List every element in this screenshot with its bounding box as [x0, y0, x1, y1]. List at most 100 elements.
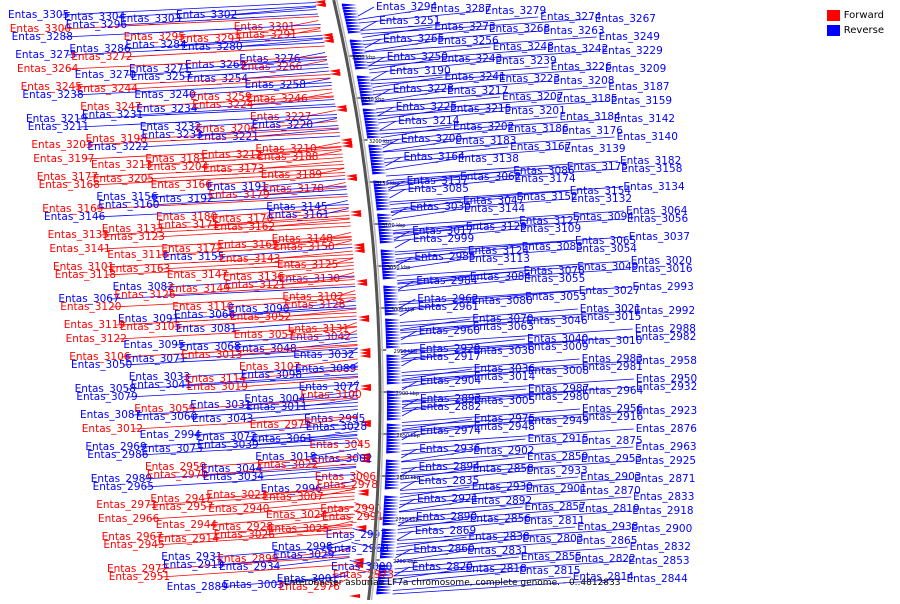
gene-label-left: Entas_3284 — [125, 39, 187, 51]
reverse-gene — [387, 373, 402, 376]
gene-label-right: Entas_3132 — [571, 193, 632, 205]
gene-label-right: Entas_2853 — [628, 555, 689, 567]
reverse-gene — [384, 295, 399, 298]
scale-label: 3300 kbp — [352, 55, 376, 61]
gene-label-right: Entas_2982 — [635, 331, 696, 343]
reverse-gene — [385, 322, 400, 325]
reverse-gene — [360, 91, 375, 94]
reverse-gene — [387, 376, 402, 379]
forward-gene — [350, 213, 361, 217]
gene-label-right: Entas_3268 — [489, 23, 550, 35]
reverse-gene — [369, 148, 384, 151]
gene-label-right: Entas_3037 — [629, 231, 690, 243]
gene-label-left: Entas_2945 — [103, 539, 164, 551]
gene-label-left: Entas_3135 — [48, 229, 109, 241]
gene-label-left: Entas_2966 — [98, 513, 160, 525]
gene-label-right: Entas_3046 — [526, 315, 588, 327]
gene-label-right: Entas_2953 — [581, 453, 642, 465]
gene-label-right: Entas_3217 — [447, 85, 508, 97]
reverse-gene — [359, 85, 374, 88]
gene-label-right: Entas_2916 — [582, 411, 644, 423]
reverse-gene — [364, 118, 379, 121]
reverse-gene — [387, 412, 402, 415]
gene-label-right: Entas_2958 — [636, 355, 697, 367]
gene-label-right: Entas_3226 — [551, 61, 613, 73]
gene-label-left: Entas_3270 — [75, 69, 136, 81]
gene-label-left: Entas_3211 — [28, 121, 89, 133]
gene-label-right: Entas_2833 — [633, 491, 694, 503]
reverse-gene — [381, 250, 396, 253]
reverse-gene — [380, 241, 395, 244]
gene-label-right: Entas_2980 — [528, 391, 589, 403]
reverse-gene — [378, 217, 393, 220]
gene-label-right: Entas_3142 — [614, 113, 675, 125]
gene-label-right: Entas_3208 — [553, 75, 614, 87]
gene-label-left: Entas_3050 — [71, 359, 132, 371]
reverse-gene — [387, 367, 402, 370]
reverse-gene — [383, 511, 398, 514]
gene-label-left: Entas_3023 — [206, 489, 267, 501]
reverse-gene — [365, 121, 380, 124]
legend-reverse: Reverse — [827, 23, 884, 38]
reverse-gene — [377, 214, 392, 217]
reverse-gene — [347, 28, 362, 31]
reverse-gene — [364, 115, 379, 118]
reverse-gene — [386, 328, 401, 331]
gene-label-left: Entas_3024 — [266, 509, 328, 521]
gene-label-right: Entas_3207 — [502, 91, 563, 103]
gene-label-left: Entas_2889 — [167, 581, 228, 593]
gene-label-left: Entas_3222 — [87, 141, 148, 153]
gene-label-right: Entas_2865 — [576, 535, 637, 547]
gene-label-left: Entas_3095 — [123, 339, 184, 351]
gene-label-left: Entas_3168 — [39, 179, 100, 191]
reverse-gene — [369, 151, 384, 154]
reverse-gene — [387, 427, 402, 430]
gene-label-left: Entas_2970 — [147, 469, 208, 481]
reverse-gene — [386, 451, 401, 454]
gene-label-left: Entas_3296 — [66, 19, 128, 31]
reverse-gene — [367, 133, 382, 136]
gene-label-left: Entas_3272 — [71, 51, 132, 63]
reverse-gene — [346, 22, 361, 25]
gene-label-left: Entas_3034 — [203, 471, 265, 483]
reverse-gene — [386, 460, 401, 463]
reverse-gene — [379, 235, 394, 238]
reverse-gene — [350, 40, 365, 43]
gene-label-right: Entas_2915 — [528, 433, 589, 445]
gene-label-right: Entas_2963 — [635, 441, 696, 453]
reverse-gene — [384, 508, 399, 511]
reverse-gene — [381, 256, 396, 259]
gene-label-right: Entas_3138 — [458, 153, 519, 165]
gene-label-right: Entas_3152 — [517, 191, 578, 203]
gene-label-right: Entas_3184 — [560, 111, 622, 123]
reverse-gene — [387, 403, 402, 406]
gene-label-right: Entas_2993 — [633, 281, 694, 293]
reverse-gene — [371, 166, 386, 169]
gene-label-left: Entas_3121 — [225, 279, 286, 291]
gene-label-left: Entas_2986 — [87, 449, 149, 461]
gene-label-right: Entas_2875 — [581, 435, 642, 447]
gene-label-right: Entas_2894 — [419, 461, 481, 473]
forward-gene — [349, 594, 360, 598]
gene-label-left: Entas_2968 — [327, 543, 388, 555]
gene-label-left: Entas_2957 — [152, 501, 213, 513]
gene-label-left: Entas_3275 — [15, 49, 76, 61]
gene-label-left: Entas_3160 — [98, 199, 159, 211]
gene-label-left: Entas_3003 — [223, 579, 284, 591]
gene-label-right: Entas_2984 — [416, 275, 478, 287]
reverse-gene — [386, 334, 401, 337]
gene-label-right: Entas_3009 — [527, 341, 588, 353]
gene-label-right: Entas_3201 — [505, 105, 566, 117]
gene-label-right: Entas_2936 — [419, 443, 481, 455]
gene-label-left: Entas_3060 — [136, 411, 197, 423]
gene-label-right: Entas_3094 — [573, 211, 635, 223]
gene-label-right: Entas_3167 — [510, 141, 571, 153]
reverse-gene — [377, 208, 392, 211]
reverse-gene — [372, 172, 387, 175]
gene-label-right: Entas_3008 — [528, 365, 589, 377]
gene-label-right: Entas_3187 — [608, 81, 669, 93]
gene-label-right: Entas_2921 — [417, 493, 478, 505]
gene-label-right: Entas_3239 — [495, 55, 556, 67]
reverse-gene — [385, 319, 400, 322]
gene-label-left: Entas_3042 — [290, 331, 351, 343]
